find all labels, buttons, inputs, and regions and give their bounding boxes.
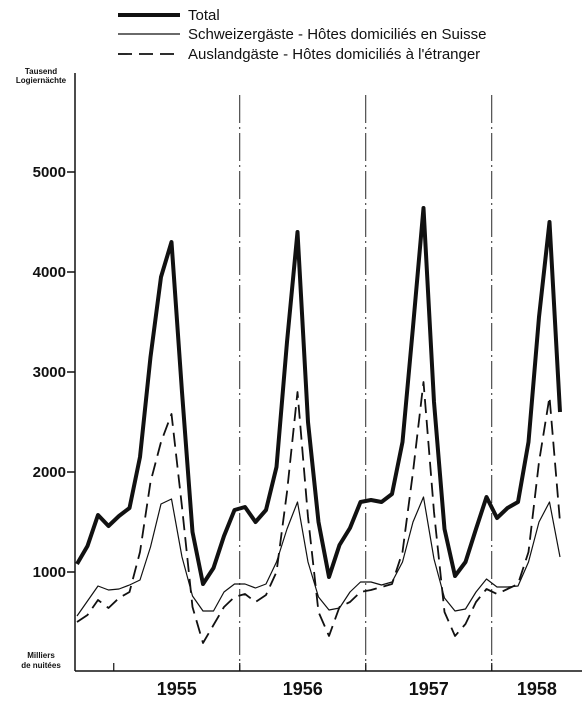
year-label: 1957 bbox=[409, 679, 449, 699]
legend-label-total: Total bbox=[188, 7, 220, 24]
unit-label-fr-2: de nuitées bbox=[21, 661, 61, 670]
year-label: 1956 bbox=[283, 679, 323, 699]
unit-label-de-2: Logiernächte bbox=[16, 76, 67, 85]
unit-label-de: Tausend bbox=[25, 67, 57, 76]
y-tick-label: 5000 bbox=[33, 164, 66, 181]
series-line-foreign bbox=[76, 381, 561, 644]
legend-label-swiss: Schweizergäste - Hôtes domiciliés en Sui… bbox=[188, 26, 486, 43]
y-ticks: 1000 2000 3000 4000 5000 bbox=[33, 164, 75, 581]
year-dividers bbox=[113, 95, 493, 671]
y-tick-label: 1000 bbox=[33, 564, 66, 581]
series-lines bbox=[75, 206, 562, 644]
legend-label-foreign: Auslandgäste - Hôtes domiciliés à l'étra… bbox=[188, 46, 480, 63]
y-tick-label: 2000 bbox=[33, 464, 66, 481]
y-tick-label: 4000 bbox=[33, 264, 66, 281]
year-label: 1958 bbox=[517, 679, 557, 699]
series-line-total bbox=[75, 206, 562, 586]
unit-labels: Tausend Logiernächte Milliers de nuitées bbox=[16, 67, 67, 670]
year-labels: 1955 1956 1957 1958 bbox=[157, 679, 557, 699]
axes bbox=[74, 73, 582, 672]
unit-label-fr: Milliers bbox=[27, 651, 55, 660]
year-label: 1955 bbox=[157, 679, 197, 699]
legend: Total Schweizergäste - Hôtes domiciliés … bbox=[118, 7, 486, 63]
series-line-swiss bbox=[76, 496, 561, 617]
y-tick-label: 3000 bbox=[33, 364, 66, 381]
